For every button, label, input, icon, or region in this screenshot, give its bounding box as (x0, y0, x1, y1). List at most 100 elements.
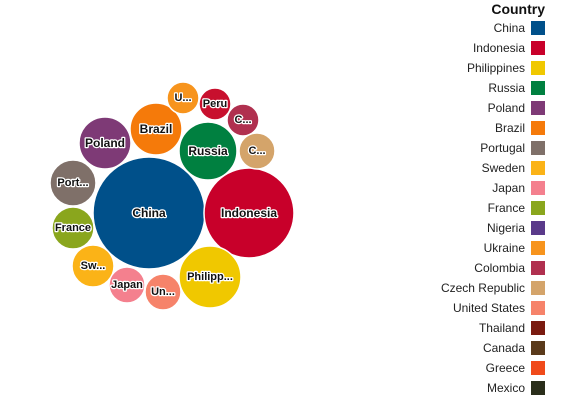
legend-swatch-united-states (531, 301, 545, 315)
legend-item-united-states[interactable]: United States (453, 301, 545, 315)
bubble-russia[interactable]: Russia (178, 121, 238, 181)
bubble-circle-sweden[interactable] (71, 244, 115, 288)
bubble-japan[interactable]: Japan (108, 266, 146, 304)
legend-title: Country (491, 1, 545, 17)
bubble-sweden[interactable]: Sw... (71, 244, 115, 288)
legend-label-greece: Greece (486, 361, 526, 375)
bubble-label-france: France (55, 222, 91, 234)
legend-swatch-greece (531, 361, 545, 375)
legend-item-czech-republic[interactable]: Czech Republic (441, 281, 545, 295)
bubble-circle-philippines[interactable] (178, 245, 242, 309)
legend-label-sweden: Sweden (482, 161, 525, 175)
legend-swatch-japan (531, 181, 545, 195)
bubble-label-czech-republic: C... (248, 145, 265, 157)
legend-item-philippines[interactable]: Philippines (467, 61, 545, 75)
bubble-philippines[interactable]: Philipp... (178, 245, 242, 309)
legend-label-united-states: United States (453, 301, 525, 315)
bubble-label-portugal: Port... (57, 177, 88, 189)
bubble-united-states[interactable]: Un... (144, 273, 182, 311)
bubble-france[interactable]: France (51, 206, 95, 250)
legend-label-nigeria: Nigeria (487, 221, 525, 235)
bubble-label-japan: Japan (111, 279, 143, 291)
bubble-circle-united-states[interactable] (144, 273, 182, 311)
legend-label-colombia: Colombia (474, 261, 525, 275)
bubble-circle-brazil[interactable] (129, 102, 183, 156)
bubble-label-indonesia: Indonesia (221, 206, 277, 220)
legend-item-sweden[interactable]: Sweden (482, 161, 545, 175)
bubble-brazil[interactable]: Brazil (129, 102, 183, 156)
bubble-circle-indonesia[interactable] (203, 167, 295, 259)
legend-label-czech-republic: Czech Republic (441, 281, 525, 295)
legend-item-japan[interactable]: Japan (492, 181, 545, 195)
bubble-circle-poland[interactable] (78, 116, 132, 170)
legend-swatch-brazil (531, 121, 545, 135)
legend-swatch-indonesia (531, 41, 545, 55)
legend-label-poland: Poland (488, 101, 525, 115)
legend-swatch-portugal (531, 141, 545, 155)
legend-label-ukraine: Ukraine (484, 241, 526, 255)
legend-item-nigeria[interactable]: Nigeria (487, 221, 545, 235)
legend-item-canada[interactable]: Canada (483, 341, 545, 355)
legend-swatch-thailand (531, 321, 545, 335)
legend-label-philippines: Philippines (467, 61, 525, 75)
legend-swatch-poland (531, 101, 545, 115)
bubble-circle-czech-republic[interactable] (238, 132, 276, 170)
bubble-label-china: China (132, 206, 166, 220)
legend-item-indonesia[interactable]: Indonesia (473, 41, 545, 55)
legend-swatch-philippines (531, 61, 545, 75)
legend-swatch-china (531, 21, 545, 35)
legend-item-colombia[interactable]: Colombia (474, 261, 545, 275)
bubble-label-colombia: C... (234, 114, 251, 126)
bubble-czech-republic[interactable]: C... (238, 132, 276, 170)
legend-label-japan: Japan (492, 181, 525, 195)
bubble-colombia[interactable]: C... (226, 103, 260, 137)
bubble-circle-peru[interactable] (198, 87, 232, 121)
legend-item-mexico[interactable]: Mexico (487, 381, 545, 395)
legend-item-ukraine[interactable]: Ukraine (484, 241, 545, 255)
legend-item-russia[interactable]: Russia (488, 81, 545, 95)
bubble-label-brazil: Brazil (140, 122, 173, 136)
bubble-label-russia: Russia (188, 144, 228, 158)
legend-swatch-france (531, 201, 545, 215)
legend-item-france[interactable]: France (488, 201, 545, 215)
bubble-circle-ukraine[interactable] (166, 81, 200, 115)
bubble-label-poland: Poland (85, 136, 125, 150)
legend-swatch-czech-republic (531, 281, 545, 295)
bubble-circle-france[interactable] (51, 206, 95, 250)
bubble-ukraine[interactable]: U... (166, 81, 200, 115)
legend-swatch-colombia (531, 261, 545, 275)
bubble-label-sweden: Sw... (81, 260, 106, 272)
legend-item-greece[interactable]: Greece (486, 361, 545, 375)
legend-label-brazil: Brazil (495, 121, 525, 135)
bubble-circle-portugal[interactable] (49, 159, 97, 207)
bubble-label-ukraine: U... (174, 92, 191, 104)
legend-label-france: France (488, 201, 526, 215)
bubble-circle-colombia[interactable] (226, 103, 260, 137)
bubble-portugal[interactable]: Port... (49, 159, 97, 207)
legend-label-thailand: Thailand (479, 321, 525, 335)
legend-item-portugal[interactable]: Portugal (480, 141, 545, 155)
legend-swatch-russia (531, 81, 545, 95)
legend-label-russia: Russia (488, 81, 525, 95)
bubble-label-philippines: Philipp... (187, 271, 233, 283)
bubble-peru[interactable]: Peru (198, 87, 232, 121)
legend-label-portugal: Portugal (480, 141, 525, 155)
legend-swatch-sweden (531, 161, 545, 175)
bubble-circle-japan[interactable] (108, 266, 146, 304)
bubble-circle-russia[interactable] (178, 121, 238, 181)
legend-label-canada: Canada (483, 341, 525, 355)
legend-item-poland[interactable]: Poland (488, 101, 545, 115)
bubble-label-peru: Peru (203, 98, 227, 110)
bubble-poland[interactable]: Poland (78, 116, 132, 170)
legend-swatch-ukraine (531, 241, 545, 255)
legend-label-china: China (494, 21, 526, 35)
legend-swatch-nigeria (531, 221, 545, 235)
bubble-indonesia[interactable]: Indonesia (203, 167, 295, 259)
legend-item-thailand[interactable]: Thailand (479, 321, 545, 335)
legend-label-indonesia: Indonesia (473, 41, 525, 55)
legend-swatch-canada (531, 341, 545, 355)
legend-item-brazil[interactable]: Brazil (495, 121, 545, 135)
legend-item-china[interactable]: China (494, 21, 545, 35)
legend-swatch-mexico (531, 381, 545, 395)
